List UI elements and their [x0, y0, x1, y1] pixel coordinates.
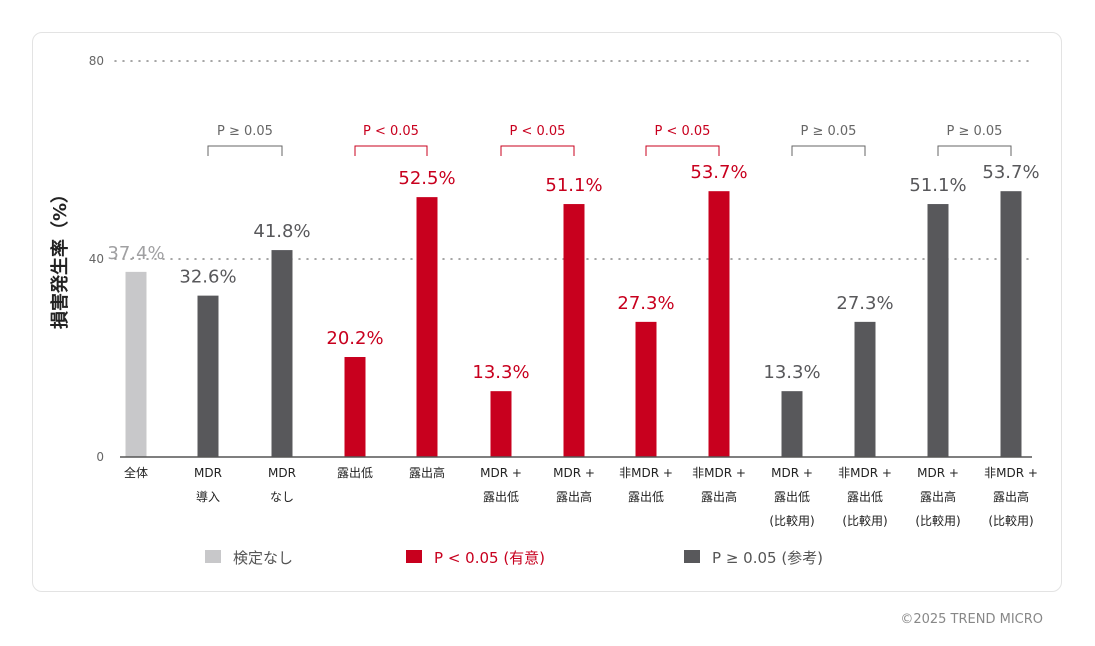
x-tick-label: 露出低 — [483, 490, 519, 504]
value-label: 41.8% — [253, 221, 310, 242]
value-label: 20.2% — [326, 328, 383, 349]
comparison-bracket — [645, 145, 720, 156]
x-tick-label: 露出高 — [920, 489, 956, 504]
x-tick-label: 非MDR + — [838, 466, 892, 480]
value-label: 13.3% — [472, 362, 529, 383]
x-tick-label: (比較用) — [769, 513, 814, 528]
x-tick-label: 露出低 — [847, 490, 883, 504]
p-value-label: P < 0.05 — [655, 124, 711, 139]
p-value-label: P < 0.05 — [510, 124, 566, 139]
legend-label: 検定なし — [233, 549, 293, 567]
bar — [490, 391, 512, 457]
legend-swatch — [684, 550, 700, 563]
bar — [927, 204, 949, 457]
value-label: 51.1% — [545, 175, 602, 196]
x-tick-label: 導入 — [196, 490, 220, 504]
x-tick-label: 全体 — [124, 465, 148, 480]
comparison-bracket — [207, 145, 283, 156]
bar — [563, 204, 585, 457]
x-tick-label: MDR + — [480, 466, 522, 480]
x-tick-label: 露出高 — [701, 489, 737, 504]
x-tick-label: 露出低 — [337, 466, 373, 480]
y-tick-label: 0 — [96, 450, 104, 464]
bar — [635, 321, 657, 457]
value-label: 32.6% — [179, 267, 236, 288]
p-value-label: P ≥ 0.05 — [801, 124, 857, 139]
bar — [416, 197, 438, 457]
bar — [781, 391, 803, 457]
value-label: 27.3% — [836, 293, 893, 314]
bar — [708, 191, 730, 457]
value-label: 13.3% — [763, 362, 820, 383]
p-value-label: P ≥ 0.05 — [947, 124, 1003, 139]
value-label: 53.7% — [690, 162, 747, 183]
comparison-bracket — [937, 145, 1012, 156]
bar — [197, 295, 219, 457]
comparison-bracket — [354, 145, 428, 156]
x-tick-label: 露出高 — [993, 489, 1029, 504]
x-tick-label: (比較用) — [842, 513, 887, 528]
value-label: 27.3% — [617, 293, 674, 314]
value-label: 53.7% — [982, 162, 1039, 183]
x-tick-label: 非MDR + — [619, 466, 673, 480]
p-value-label: P ≥ 0.05 — [217, 124, 273, 139]
x-tick-label: MDR — [268, 466, 296, 480]
x-tick-label: 非MDR + — [984, 466, 1038, 480]
bar — [271, 250, 293, 457]
chart-card — [32, 32, 1062, 592]
x-tick-label: 非MDR + — [692, 466, 746, 480]
y-axis-label: 損害発生率（%） — [49, 185, 71, 329]
bar — [1000, 191, 1022, 457]
bar — [125, 271, 147, 457]
y-tick-label: 40 — [89, 252, 104, 266]
y-tick-label: 80 — [89, 54, 104, 68]
comparison-bracket — [791, 145, 866, 156]
legend-swatch — [205, 550, 221, 563]
x-tick-label: 露出高 — [409, 465, 445, 480]
legend-swatch — [406, 550, 422, 563]
x-tick-label: なし — [270, 490, 294, 504]
bar — [344, 357, 366, 457]
x-tick-label: 露出低 — [774, 490, 810, 504]
x-tick-label: 露出高 — [556, 489, 592, 504]
value-label: 51.1% — [909, 175, 966, 196]
x-tick-label: MDR + — [553, 466, 595, 480]
x-tick-label: MDR + — [917, 466, 959, 480]
x-tick-label: MDR — [194, 466, 222, 480]
p-value-label: P < 0.05 — [363, 124, 419, 139]
value-label: 37.4% — [107, 243, 164, 264]
x-tick-label: MDR + — [771, 466, 813, 480]
copyright: ©2025 TREND MICRO — [900, 612, 1043, 627]
legend-label: P < 0.05 (有意) — [434, 549, 545, 567]
bar — [854, 321, 876, 457]
value-label: 52.5% — [398, 168, 455, 189]
x-tick-label: (比較用) — [915, 513, 960, 528]
comparison-bracket — [500, 145, 575, 156]
x-tick-label: 露出低 — [628, 490, 664, 504]
legend-label: P ≥ 0.05 (参考) — [712, 549, 823, 567]
x-tick-label: (比較用) — [988, 513, 1033, 528]
